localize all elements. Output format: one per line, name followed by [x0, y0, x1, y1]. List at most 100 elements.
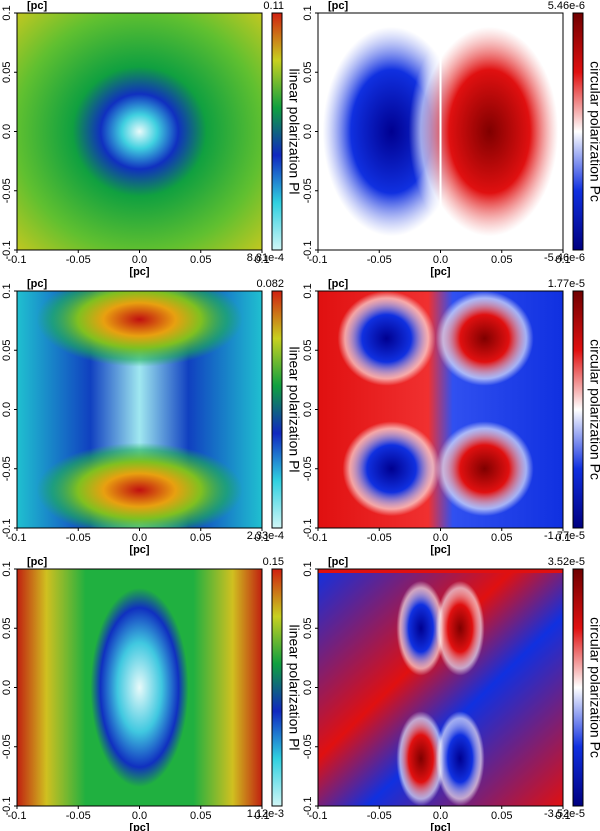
colorbar [271, 12, 283, 251]
colorbar-label: linear polarization Pl [286, 68, 302, 194]
x-tick-label: 0.1 [555, 810, 570, 822]
y-tick-label: 0.05 [1, 618, 13, 639]
x-tick-label: 0.1 [254, 254, 269, 266]
y-tick-label: -0.1 [1, 241, 13, 260]
y-tick-label: 0.0 [302, 680, 314, 695]
field-lobe [435, 711, 485, 806]
y-axis-label: [pc] [328, 0, 349, 12]
x-tick-label: 0.05 [190, 810, 211, 822]
x-tick-label: 0.1 [555, 532, 570, 544]
y-axis-label: [pc] [27, 556, 48, 568]
y-axis-label: [pc] [328, 278, 349, 290]
colorbar-min: 2.33e-4 [247, 530, 284, 542]
y-tick-label: -0.1 [1, 797, 13, 816]
y-tick-label: 0.1 [1, 283, 13, 298]
field-lobe [36, 442, 243, 528]
field-lobe [435, 291, 534, 386]
colorbar [271, 568, 283, 807]
y-tick-label: -0.05 [302, 456, 314, 481]
y-tick-label: 0.05 [302, 340, 314, 361]
y-tick-label: 0.0 [1, 680, 13, 695]
x-tick-label: 0.0 [433, 254, 448, 266]
heatmap [318, 13, 563, 250]
y-tick-label: 0.0 [302, 124, 314, 139]
x-axis-label: [pc] [129, 822, 150, 831]
y-tick-label: 0.1 [1, 561, 13, 576]
x-tick-label: -0.05 [367, 254, 392, 266]
x-tick-label: -0.1 [8, 810, 27, 822]
colorbar-label: circular polarization Pc [587, 61, 600, 202]
y-tick-label: -0.05 [1, 734, 13, 759]
y-tick-label: -0.05 [1, 178, 13, 203]
colorbar [572, 290, 584, 529]
y-tick-label: -0.05 [302, 734, 314, 759]
colorbar [572, 568, 584, 807]
colorbar-max: 1.77e-5 [548, 278, 585, 290]
y-tick-label: 0.05 [302, 618, 314, 639]
x-tick-label: -0.1 [309, 532, 328, 544]
x-tick-label: 0.05 [491, 254, 512, 266]
colorbar-label: linear polarization Pl [286, 346, 302, 472]
field-lobe [36, 291, 243, 367]
y-tick-label: 0.1 [302, 5, 314, 20]
field [17, 13, 262, 250]
colorbar-max: 0.15 [263, 556, 284, 568]
y-tick-label: 0.0 [1, 402, 13, 417]
x-tick-label: 0.1 [555, 254, 570, 266]
x-tick-label: 0.05 [190, 532, 211, 544]
y-tick-label: 0.0 [1, 124, 13, 139]
y-axis-label: [pc] [27, 278, 48, 290]
y-tick-label: -0.05 [1, 456, 13, 481]
field-lobe [342, 421, 441, 517]
x-tick-label: 0.1 [254, 810, 269, 822]
y-axis-label: [pc] [27, 0, 48, 12]
colorbar-min: -5.46e-6 [544, 252, 585, 264]
x-tick-label: 0.0 [433, 532, 448, 544]
heatmap [318, 569, 563, 806]
colorbar-min: -1.77e-5 [544, 530, 585, 542]
x-tick-label: 0.05 [190, 254, 211, 266]
y-tick-label: 0.0 [302, 402, 314, 417]
heatmap [17, 13, 262, 250]
x-axis-label: [pc] [430, 822, 451, 831]
heatmap [17, 569, 262, 806]
x-tick-label: 0.0 [132, 532, 147, 544]
field-lobe [408, 13, 563, 250]
colorbar [271, 290, 283, 529]
x-tick-label: -0.05 [66, 532, 91, 544]
x-tick-label: 0.05 [491, 532, 512, 544]
colorbar-max: 5.46e-6 [548, 0, 585, 12]
x-tick-label: -0.05 [66, 810, 91, 822]
y-tick-label: -0.1 [302, 241, 314, 260]
colorbar-label: linear polarization Pl [286, 624, 302, 750]
colorbar-max: 3.52e-5 [548, 556, 585, 568]
colorbar-min: 1.12e-3 [247, 808, 284, 820]
field-lobe [396, 711, 446, 806]
x-axis-label: [pc] [430, 544, 451, 556]
colorbar-max: 0.082 [256, 278, 284, 290]
y-tick-label: 0.1 [302, 283, 314, 298]
x-tick-label: -0.1 [309, 254, 328, 266]
colorbar-min: 8.81e-4 [247, 252, 284, 264]
x-axis-label: [pc] [129, 544, 150, 556]
y-tick-label: 0.1 [302, 561, 314, 576]
y-tick-label: -0.05 [302, 178, 314, 203]
colorbar-label: circular polarization Pc [587, 339, 600, 480]
y-tick-label: 0.05 [1, 340, 13, 361]
x-tick-label: 0.0 [132, 810, 147, 822]
y-tick-label: 0.1 [1, 5, 13, 20]
x-tick-label: -0.1 [8, 254, 27, 266]
heatmap [17, 291, 262, 528]
y-tick-label: 0.05 [1, 62, 13, 83]
field-edge [318, 569, 563, 573]
y-tick-label: -0.1 [1, 519, 13, 538]
field-lobe [337, 291, 436, 386]
y-tick-label: -0.1 [302, 797, 314, 816]
field-lobe [435, 421, 534, 517]
colorbar-label: circular polarization Pc [587, 617, 600, 758]
x-tick-label: 0.0 [132, 254, 147, 266]
colorbar-min: -3.52e-5 [544, 808, 585, 820]
colorbar-max: 0.11 [263, 0, 284, 12]
x-tick-label: -0.05 [367, 532, 392, 544]
